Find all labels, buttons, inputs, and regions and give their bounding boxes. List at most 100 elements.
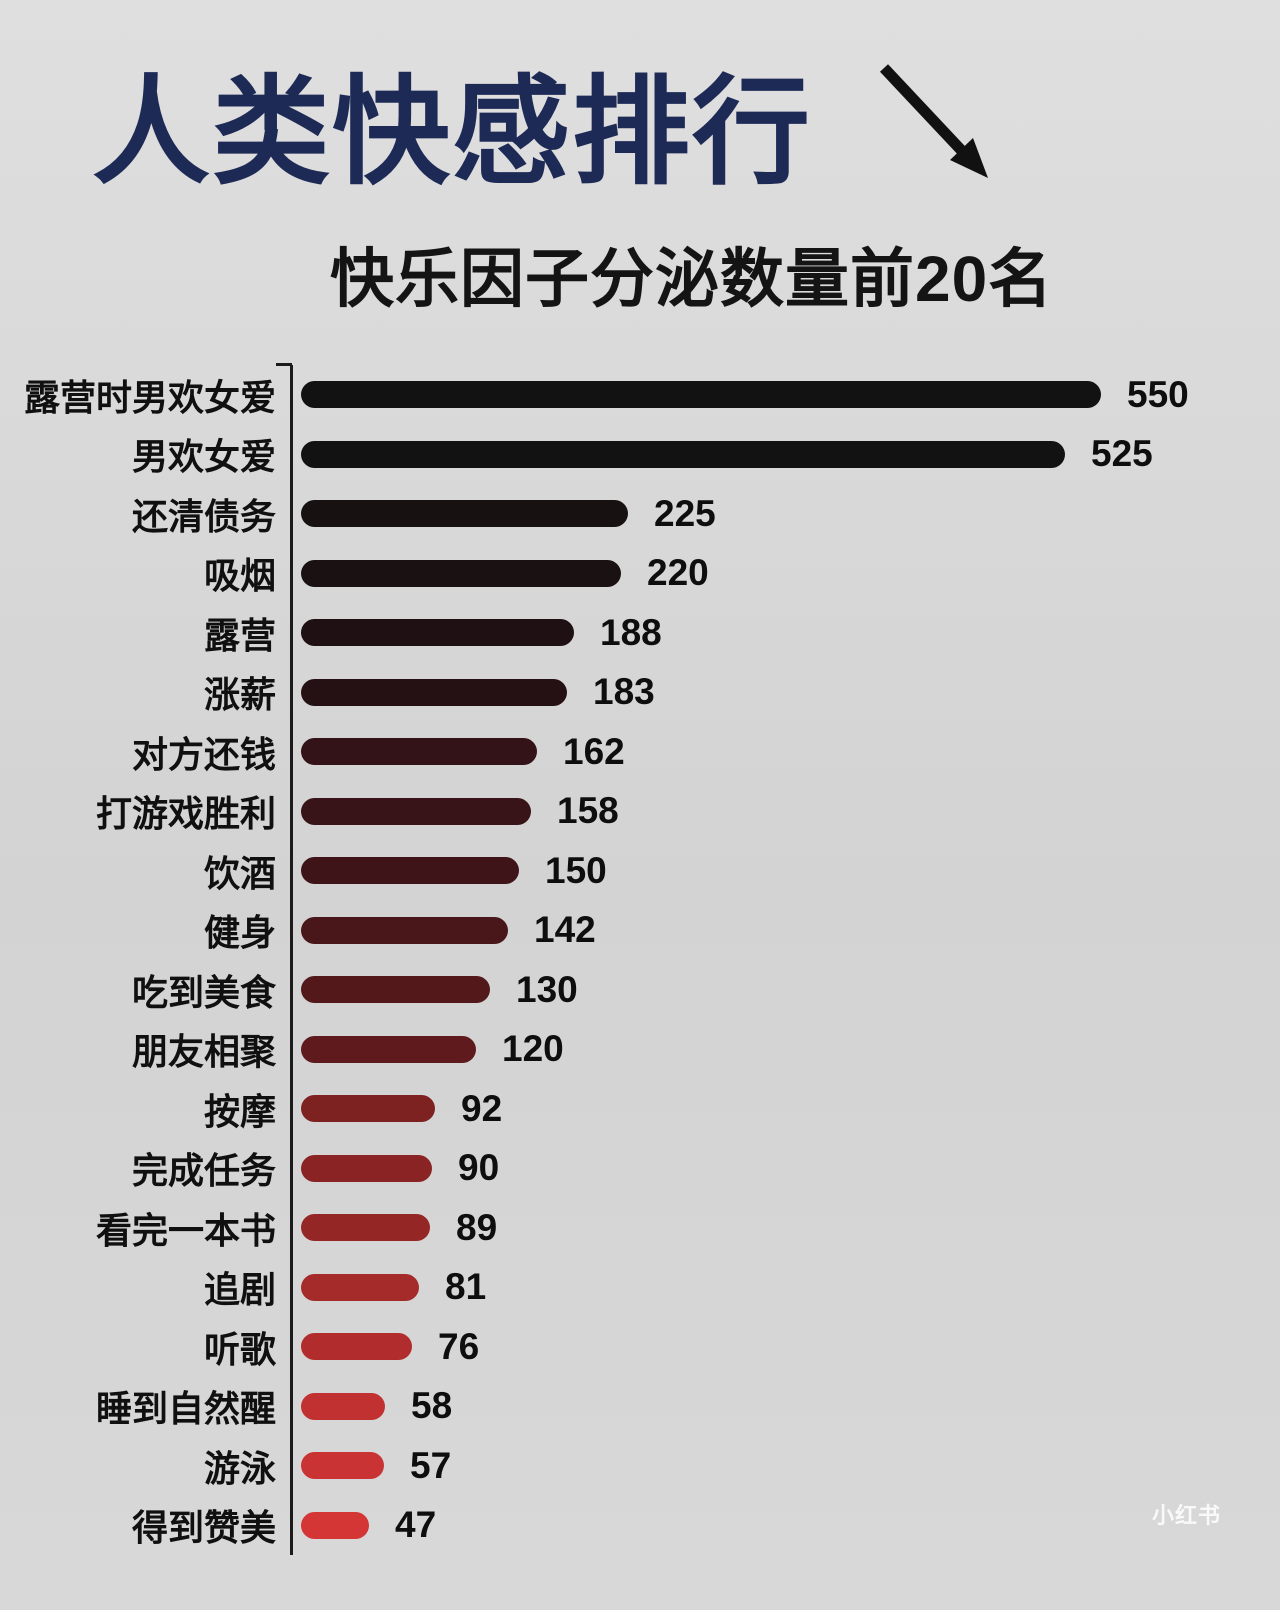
chart-row: 还清债务 225 bbox=[0, 484, 1280, 544]
chart-row: 露营 188 bbox=[0, 603, 1280, 663]
chart-row: 露营时男欢女爱 550 bbox=[0, 365, 1280, 425]
chart-row: 按摩 92 bbox=[0, 1079, 1280, 1139]
bar bbox=[301, 1511, 369, 1539]
bar-area: 90 bbox=[290, 1138, 1280, 1198]
chart-row: 打游戏胜利 158 bbox=[0, 781, 1280, 841]
bar-area: 525 bbox=[290, 424, 1280, 484]
category-label: 打游戏胜利 bbox=[95, 793, 276, 835]
bar-area: 225 bbox=[290, 484, 1280, 544]
chart-subtitle: 快乐因子分泌数量前20名 bbox=[330, 243, 1054, 315]
chart-row: 得到赞美 47 bbox=[0, 1495, 1280, 1555]
category-label: 露营 bbox=[203, 614, 276, 656]
value-label: 183 bbox=[593, 671, 655, 713]
category-label: 露营时男欢女爱 bbox=[23, 376, 276, 418]
bar-area: 76 bbox=[290, 1317, 1280, 1377]
bar-area: 58 bbox=[290, 1376, 1280, 1436]
chart-row: 饮酒 150 bbox=[0, 841, 1280, 901]
category-label: 游泳 bbox=[203, 1447, 276, 1489]
bar-area: 150 bbox=[290, 841, 1280, 901]
category-label: 听歌 bbox=[203, 1328, 276, 1370]
chart-row: 追剧 81 bbox=[0, 1257, 1280, 1317]
bar bbox=[301, 559, 621, 587]
chart-row: 涨薪 183 bbox=[0, 662, 1280, 722]
category-label: 朋友相聚 bbox=[131, 1031, 276, 1073]
bar bbox=[301, 1333, 412, 1361]
value-label: 47 bbox=[395, 1504, 437, 1546]
bar-area: 188 bbox=[290, 603, 1280, 663]
bar bbox=[301, 976, 490, 1004]
bar-area: 162 bbox=[290, 722, 1280, 782]
value-label: 130 bbox=[516, 968, 578, 1010]
value-label: 220 bbox=[647, 552, 709, 594]
value-label: 58 bbox=[411, 1385, 453, 1427]
value-label: 142 bbox=[534, 909, 596, 951]
bar bbox=[301, 678, 567, 706]
bar-area: 89 bbox=[290, 1198, 1280, 1258]
value-label: 57 bbox=[410, 1444, 452, 1486]
bar-area: 92 bbox=[290, 1079, 1280, 1139]
category-label: 吃到美食 bbox=[131, 971, 276, 1013]
category-label: 得到赞美 bbox=[131, 1507, 276, 1549]
bar-area: 220 bbox=[290, 543, 1280, 603]
chart-row: 看完一本书 89 bbox=[0, 1198, 1280, 1258]
category-label: 睡到自然醒 bbox=[95, 1388, 276, 1430]
chart-row: 健身 142 bbox=[0, 900, 1280, 960]
bar-area: 47 bbox=[290, 1495, 1280, 1555]
bar bbox=[301, 1214, 430, 1242]
bar bbox=[301, 619, 574, 647]
chart-row: 吃到美食 130 bbox=[0, 960, 1280, 1020]
category-label: 饮酒 bbox=[203, 852, 276, 894]
bar bbox=[301, 1154, 432, 1182]
bar-area: 550 bbox=[290, 365, 1280, 425]
category-label: 按摩 bbox=[203, 1090, 276, 1132]
chart-row: 睡到自然醒 58 bbox=[0, 1376, 1280, 1436]
value-label: 120 bbox=[502, 1028, 564, 1070]
category-label: 涨薪 bbox=[203, 674, 276, 716]
value-label: 150 bbox=[545, 849, 607, 891]
chart-row: 听歌 76 bbox=[0, 1317, 1280, 1377]
value-label: 162 bbox=[563, 730, 625, 772]
category-label: 对方还钱 bbox=[131, 733, 276, 775]
value-label: 158 bbox=[557, 790, 619, 832]
watermark: 小红书 bbox=[1152, 1503, 1222, 1528]
value-label: 89 bbox=[456, 1206, 498, 1248]
category-label: 追剧 bbox=[203, 1269, 276, 1311]
value-label: 225 bbox=[654, 492, 716, 534]
chart-row: 男欢女爱 525 bbox=[0, 424, 1280, 484]
category-label: 还清债务 bbox=[131, 495, 276, 537]
bar-area: 120 bbox=[290, 1019, 1280, 1079]
category-label: 看完一本书 bbox=[95, 1209, 276, 1251]
bar bbox=[301, 738, 537, 766]
category-label: 健身 bbox=[203, 912, 276, 954]
bar-area: 183 bbox=[290, 662, 1280, 722]
bar bbox=[301, 1095, 435, 1123]
category-label: 完成任务 bbox=[131, 1150, 276, 1192]
bar-chart-rows: 露营时男欢女爱 550 男欢女爱 525 还清债务 225 吸烟 220 露营 188 涨薪 183 对… bbox=[0, 365, 1280, 1555]
value-label: 81 bbox=[445, 1266, 487, 1308]
bar bbox=[301, 1392, 385, 1420]
chart-row: 朋友相聚 120 bbox=[0, 1019, 1280, 1079]
bar-chart: 露营时男欢女爱 550 男欢女爱 525 还清债务 225 吸烟 220 露营 188 涨薪 183 对… bbox=[0, 365, 1280, 1555]
page-title: 人类快感排行 bbox=[92, 67, 813, 199]
value-label: 76 bbox=[438, 1325, 480, 1367]
chart-row: 游泳 57 bbox=[0, 1436, 1280, 1496]
bar-area: 57 bbox=[290, 1436, 1280, 1496]
y-axis-top-tick bbox=[276, 363, 292, 366]
bar bbox=[301, 857, 519, 885]
value-label: 550 bbox=[1127, 373, 1189, 415]
bar bbox=[301, 381, 1101, 409]
bar-area: 158 bbox=[290, 781, 1280, 841]
chart-row: 吸烟 220 bbox=[0, 543, 1280, 603]
bar-area: 142 bbox=[290, 900, 1280, 960]
down-right-arrow-icon bbox=[879, 64, 988, 178]
bar bbox=[301, 797, 531, 825]
bar-area: 81 bbox=[290, 1257, 1280, 1317]
chart-row: 对方还钱 162 bbox=[0, 722, 1280, 782]
bar bbox=[301, 440, 1065, 468]
category-label: 男欢女爱 bbox=[131, 436, 276, 478]
value-label: 92 bbox=[461, 1087, 503, 1129]
chart-row: 完成任务 90 bbox=[0, 1138, 1280, 1198]
bar-area: 130 bbox=[290, 960, 1280, 1020]
bar bbox=[301, 1273, 419, 1301]
bar bbox=[301, 1035, 476, 1063]
